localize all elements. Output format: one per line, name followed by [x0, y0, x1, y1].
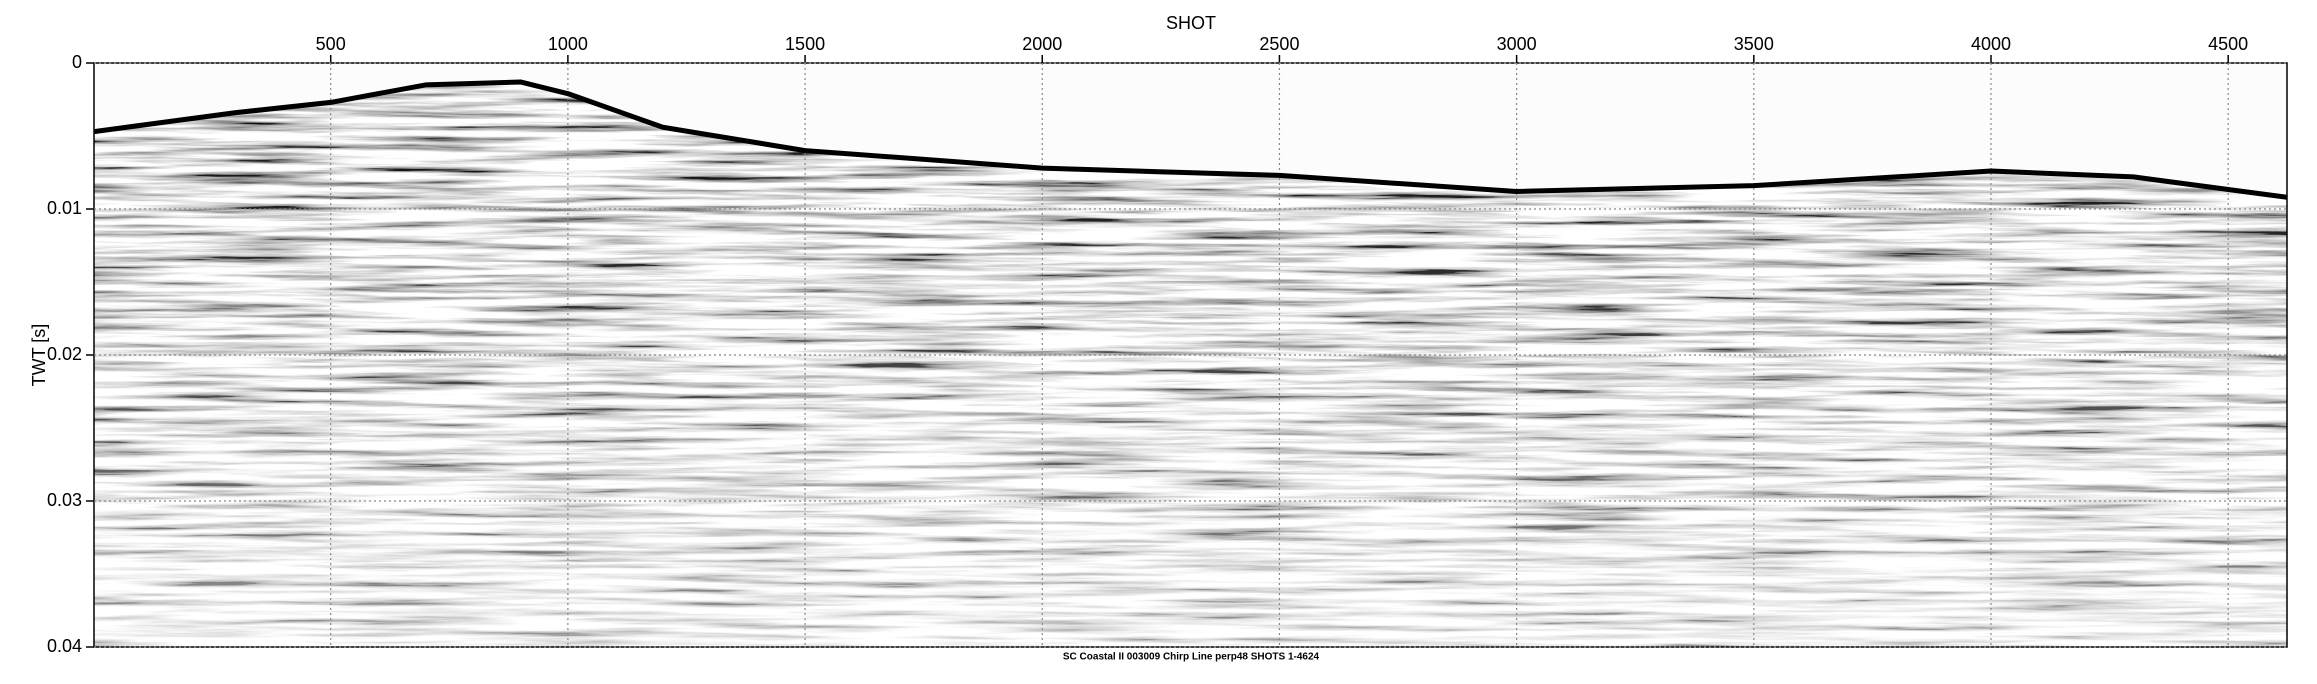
x-tick-label: 2500: [1259, 34, 1299, 54]
y-tick-label: 0.02: [47, 344, 82, 364]
caption: SC Coastal II 003009 Chirp Line perp48 S…: [1063, 652, 1320, 663]
y-tick-label: 0.04: [47, 636, 82, 656]
y-axis-title: TWT [s]: [29, 324, 49, 387]
x-tick-label: 3500: [1734, 34, 1774, 54]
seafloor-reflector: [93, 79, 2288, 200]
x-tick-label: 1000: [548, 34, 588, 54]
x-tick-label: 3000: [1497, 34, 1537, 54]
x-axis-title: SHOT: [1166, 13, 1216, 33]
x-tick-label: 2000: [1022, 34, 1062, 54]
y-tick-label: 0: [72, 52, 82, 72]
y-tick-label: 0.03: [47, 490, 82, 510]
x-tick-label: 4000: [1971, 34, 2011, 54]
x-tick-label: 500: [316, 34, 346, 54]
x-tick-label: 1500: [785, 34, 825, 54]
y-tick-label: 0.01: [47, 198, 82, 218]
x-tick-label: 4500: [2208, 34, 2248, 54]
